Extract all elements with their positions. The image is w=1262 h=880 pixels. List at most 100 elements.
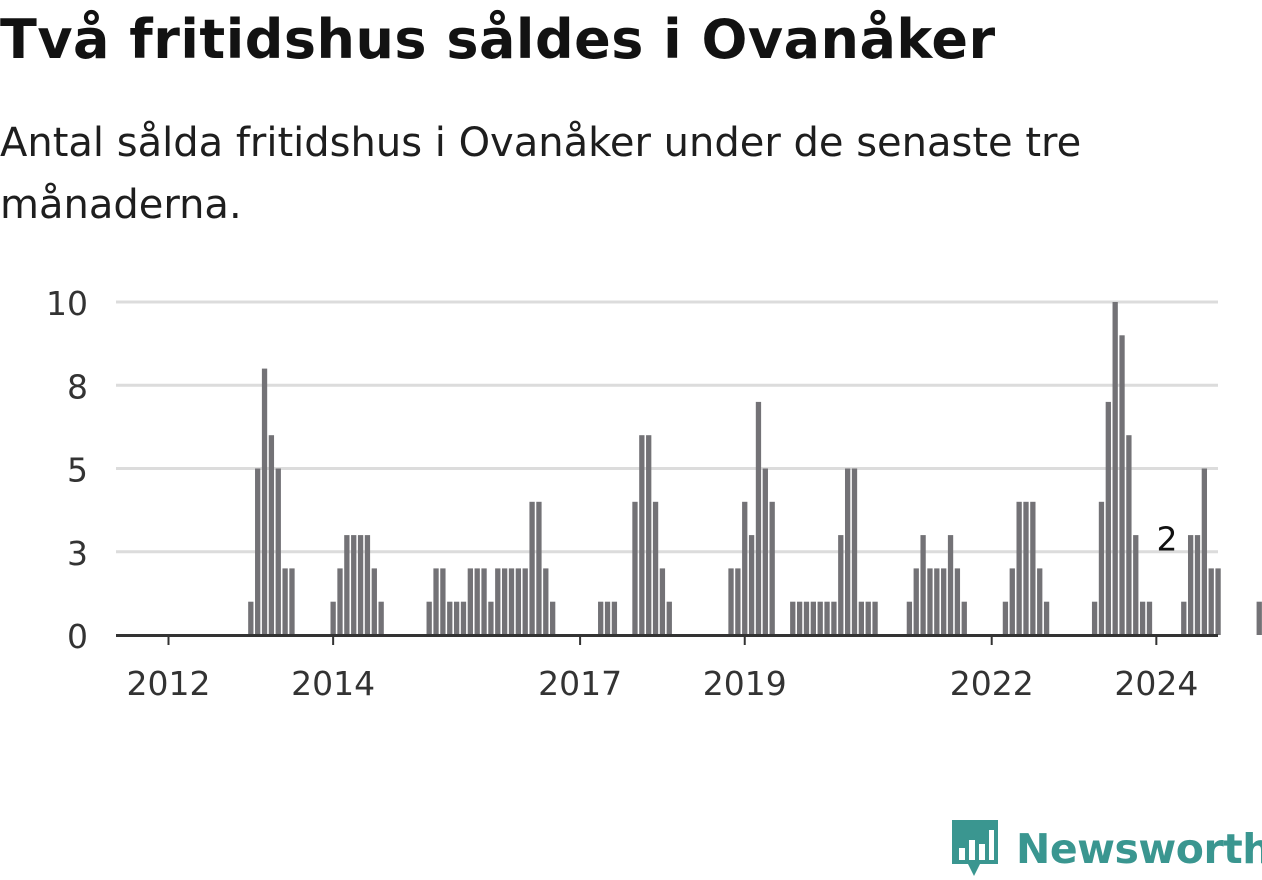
bar: [1105, 401, 1111, 635]
bar: [742, 501, 748, 635]
bar: [1002, 601, 1009, 635]
bar: [460, 601, 467, 635]
bar: [508, 568, 515, 635]
bar: [913, 568, 919, 635]
bar: [1043, 601, 1050, 635]
gridlines: [116, 300, 1218, 554]
y-tick-label: 10: [46, 284, 88, 323]
bar: [762, 468, 768, 635]
bar: [282, 568, 288, 635]
y-tick-label: 8: [67, 367, 88, 406]
bar: [659, 568, 666, 635]
bar: [543, 568, 549, 635]
bar: [961, 601, 967, 635]
bar: [433, 568, 439, 635]
bar: [1187, 535, 1194, 635]
brand-logo: Newsworthy: [950, 818, 1262, 880]
bar: [364, 535, 371, 635]
bar: [268, 435, 275, 635]
bar: [611, 601, 618, 635]
x-tick-label: 2019: [703, 664, 787, 703]
bar: [755, 401, 762, 635]
bar: [440, 568, 446, 635]
bar: [1215, 568, 1221, 635]
y-tick-label: 5: [67, 451, 88, 490]
bar: [1208, 568, 1214, 635]
bar: [748, 535, 755, 635]
bar: [604, 601, 611, 635]
bar: [831, 601, 837, 635]
bar: [467, 568, 473, 635]
bar: [453, 601, 460, 635]
bar: [501, 568, 508, 635]
bar: [426, 601, 432, 635]
bar: [632, 501, 638, 635]
bar: [1091, 601, 1098, 635]
bar: [261, 368, 268, 635]
bar: [344, 535, 350, 635]
y-axis: 0 3 5 8 10: [46, 284, 88, 656]
x-tick-label: 2014: [291, 664, 375, 703]
bar: [529, 501, 535, 635]
chart-subtitle: Antal sålda fritidshus i Ovanåker under …: [0, 120, 1082, 228]
bar: [330, 601, 336, 635]
bar: [289, 568, 295, 635]
bar: [810, 601, 816, 635]
bar: [735, 568, 741, 635]
bar: [639, 435, 645, 635]
data-label: 2: [1157, 519, 1178, 558]
bar: [920, 535, 926, 635]
x-tick-label: 2012: [127, 664, 211, 703]
bar: [872, 601, 878, 635]
bar: [337, 568, 343, 635]
bar: [495, 568, 501, 635]
y-tick-label: 0: [67, 617, 88, 656]
bar: [1133, 535, 1139, 635]
bar: [255, 468, 261, 635]
bar: [646, 435, 652, 635]
bar: [954, 568, 961, 635]
bar: [824, 601, 830, 635]
bar: [357, 535, 364, 635]
bar: [1256, 601, 1262, 635]
bar: [522, 568, 528, 635]
bar: [851, 468, 858, 635]
bar: [941, 568, 947, 635]
bar: [769, 501, 775, 635]
bar: [488, 601, 494, 635]
bar: [515, 568, 522, 635]
bar: [378, 601, 384, 635]
bar: [1098, 501, 1105, 635]
bar: [1194, 535, 1201, 635]
bar: [1126, 435, 1132, 635]
bar: [1037, 568, 1043, 635]
bar: [536, 501, 542, 635]
annotations: 2: [1157, 519, 1178, 558]
bar: [351, 535, 357, 635]
bar: [1023, 501, 1029, 635]
chart-title: Två fritidshus såldes i Ovanåker: [0, 8, 996, 71]
bar: [666, 601, 672, 635]
brand-name: Newsworthy: [1016, 825, 1262, 873]
bar: [275, 468, 281, 635]
bar: [803, 601, 810, 635]
bar: [474, 568, 480, 635]
bar: [652, 501, 659, 635]
x-tick-label: 2022: [950, 664, 1034, 703]
bar: [371, 568, 377, 635]
x-tick-label: 2024: [1114, 664, 1198, 703]
bar: [1119, 335, 1125, 635]
bar: [934, 568, 940, 635]
bar: [1139, 601, 1146, 635]
bar: [1181, 601, 1187, 635]
bar: [447, 601, 453, 635]
bar: [728, 568, 734, 635]
bar: [844, 468, 851, 635]
bars: [248, 302, 1262, 635]
bar: [1146, 601, 1153, 635]
bar: [790, 601, 796, 635]
bar: [1201, 468, 1208, 635]
bar-chart-chat-bubble-icon: [952, 820, 998, 876]
bar: [248, 601, 254, 635]
